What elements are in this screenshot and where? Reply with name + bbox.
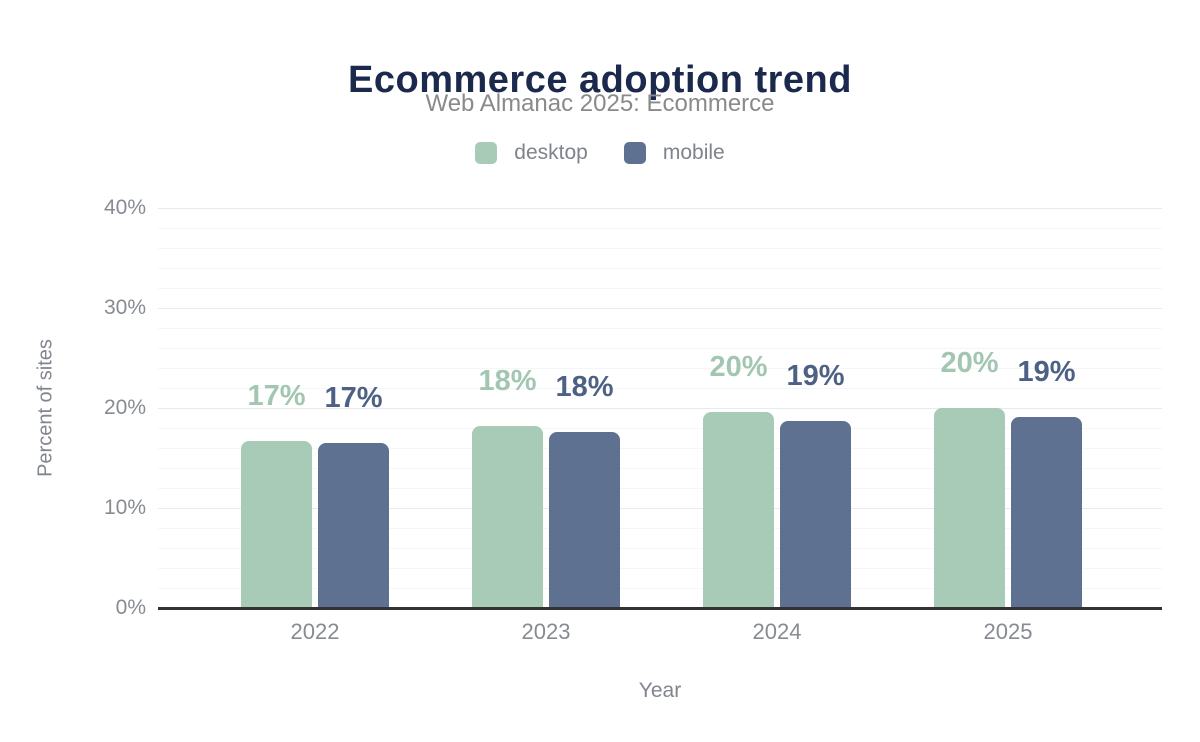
bar-value-label-desktop-2023: 18% (478, 365, 537, 397)
x-axis-line (158, 607, 1162, 610)
bar-mobile-2024 (780, 421, 851, 608)
minor-gridline (158, 348, 1162, 349)
plot-area: 17% 18% 20% 20% 17% 18% 19% 19% (158, 208, 1162, 610)
bar-mobile-2023 (549, 432, 620, 608)
bar-mobile-2025 (1011, 417, 1082, 608)
mobile-series-swatch-icon (623, 142, 646, 164)
y-tick-label-40: 40% (103, 196, 146, 219)
bar-value-label-desktop-2025: 20% (940, 347, 999, 379)
minor-gridline (158, 568, 1162, 569)
legend-label-mobile: mobile (662, 141, 725, 164)
minor-gridline (158, 488, 1162, 489)
bar-mobile-2022 (318, 443, 389, 608)
x-tick-label-2024: 2024 (752, 619, 802, 644)
minor-gridline (158, 528, 1162, 529)
minor-gridline (158, 368, 1162, 369)
minor-gridline (158, 468, 1162, 469)
bar-value-label-desktop-2022: 17% (247, 380, 306, 412)
minor-gridline (158, 228, 1162, 229)
minor-gridline (158, 548, 1162, 549)
y-tick-label-10: 10% (103, 496, 146, 519)
major-gridline (158, 308, 1162, 309)
bar-value-label-mobile-2023: 18% (555, 371, 614, 403)
minor-gridline (158, 328, 1162, 329)
bar-value-label-desktop-2024: 20% (709, 351, 768, 383)
minor-gridline (158, 448, 1162, 449)
chart-subtitle: Web Almanac 2025: Ecommerce (425, 90, 775, 117)
bar-value-label-mobile-2022: 17% (324, 382, 383, 414)
major-gridline (158, 208, 1162, 209)
minor-gridline (158, 268, 1162, 269)
bar-value-label-mobile-2024: 19% (786, 360, 845, 392)
y-tick-label-0: 0% (115, 596, 146, 619)
minor-gridline (158, 248, 1162, 249)
bar-value-label-mobile-2025: 19% (1017, 356, 1076, 388)
x-tick-label-2025: 2025 (983, 619, 1033, 644)
legend-item-mobile[interactable]: mobile (623, 141, 725, 165)
legend-item-desktop[interactable]: desktop (475, 141, 588, 165)
minor-gridline (158, 588, 1162, 589)
desktop-series-swatch-icon (475, 142, 498, 164)
y-axis-title: Percent of sites (34, 339, 57, 477)
x-tick-label-2022: 2022 (290, 619, 340, 644)
minor-gridline (158, 428, 1162, 429)
bar-desktop-2022 (241, 441, 312, 608)
chart-title: Ecommerce adoption trend (348, 59, 852, 102)
bar-desktop-2023 (472, 426, 543, 608)
legend: desktop mobile (0, 141, 1200, 165)
y-tick-label-20: 20% (103, 396, 146, 419)
x-axis-title: Year (638, 679, 682, 702)
bar-desktop-2025 (934, 408, 1005, 608)
y-tick-label-30: 30% (103, 296, 146, 319)
major-gridline (158, 408, 1162, 409)
legend-label-desktop: desktop (514, 141, 588, 164)
minor-gridline (158, 288, 1162, 289)
bar-desktop-2024 (703, 412, 774, 608)
major-gridline (158, 508, 1162, 509)
minor-gridline (158, 388, 1162, 389)
x-tick-label-2023: 2023 (521, 619, 571, 644)
